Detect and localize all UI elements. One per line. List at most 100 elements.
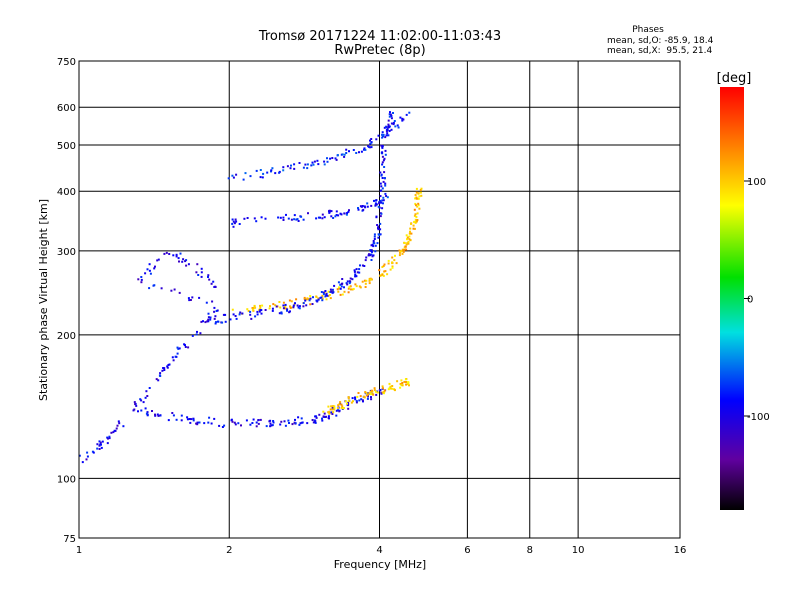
data-point	[367, 395, 369, 398]
data-point	[207, 312, 210, 315]
data-point	[406, 238, 408, 241]
phase-info-title: Phases	[632, 25, 664, 35]
data-point	[340, 285, 343, 288]
data-point	[406, 383, 409, 385]
data-point	[372, 240, 375, 242]
data-point	[399, 251, 401, 254]
data-point	[366, 202, 369, 205]
data-point	[188, 299, 191, 302]
data-point	[321, 417, 323, 420]
data-point	[341, 405, 344, 408]
data-point	[391, 265, 394, 268]
data-point	[347, 287, 350, 290]
data-point	[382, 387, 384, 390]
data-point	[166, 365, 169, 368]
data-point	[373, 242, 376, 245]
data-point	[346, 212, 349, 214]
data-point	[386, 127, 389, 130]
data-point	[365, 391, 368, 394]
data-point	[339, 283, 342, 286]
data-point	[385, 134, 388, 137]
data-point	[386, 196, 389, 199]
data-point	[157, 258, 160, 261]
data-point	[315, 295, 318, 298]
data-point	[304, 299, 307, 302]
data-point	[153, 267, 156, 270]
data-point	[282, 304, 285, 307]
data-point	[313, 160, 316, 163]
data-point	[200, 271, 203, 274]
data-point	[96, 447, 99, 450]
data-point	[298, 305, 301, 308]
data-point	[227, 177, 230, 180]
data-point	[370, 253, 373, 256]
data-point	[133, 401, 136, 404]
data-point	[388, 387, 391, 390]
data-point	[151, 410, 153, 412]
data-point	[270, 169, 273, 172]
data-point	[177, 257, 180, 260]
data-point	[375, 216, 378, 219]
data-points	[78, 111, 423, 464]
data-point	[293, 163, 296, 166]
data-point	[184, 344, 186, 347]
data-point	[384, 153, 387, 156]
data-point	[353, 270, 356, 273]
data-point	[382, 135, 384, 138]
data-point	[299, 422, 302, 425]
data-point	[405, 243, 408, 246]
data-point	[305, 304, 308, 307]
data-point	[246, 308, 249, 311]
data-point	[280, 311, 283, 314]
data-point	[391, 256, 394, 259]
data-point	[415, 204, 417, 207]
data-point	[303, 298, 306, 300]
data-point	[351, 397, 354, 400]
data-point	[231, 218, 234, 221]
data-point	[207, 320, 210, 323]
data-point	[347, 399, 350, 402]
data-point	[348, 209, 350, 212]
x-tick-label: 4	[376, 545, 382, 556]
data-point	[181, 260, 184, 263]
colorbar-ticks: 100 0 -100	[744, 177, 770, 423]
data-point	[308, 299, 311, 302]
data-point	[417, 202, 420, 205]
data-point	[262, 172, 265, 175]
data-point	[293, 167, 296, 170]
data-point	[279, 306, 282, 309]
data-point	[271, 167, 274, 170]
data-point	[146, 395, 149, 397]
data-point	[140, 281, 143, 284]
data-point	[155, 378, 158, 381]
data-point	[284, 305, 287, 308]
data-point	[289, 306, 292, 309]
data-point	[218, 424, 221, 427]
data-point	[382, 159, 385, 162]
data-point	[367, 145, 370, 148]
data-point	[274, 304, 277, 307]
data-point	[345, 282, 348, 285]
data-point	[292, 306, 295, 309]
data-point	[331, 290, 334, 292]
plot-frame	[78, 60, 681, 539]
data-point	[306, 167, 309, 170]
x-tick-label: 16	[674, 545, 687, 556]
y-tick-label: 500	[57, 141, 76, 152]
data-point	[98, 448, 101, 450]
data-point	[265, 425, 268, 428]
data-point	[312, 163, 315, 166]
data-point	[153, 284, 156, 287]
data-point	[343, 290, 346, 293]
data-point	[144, 396, 147, 399]
data-point	[335, 210, 338, 213]
data-point	[148, 269, 151, 272]
data-point	[266, 171, 269, 174]
data-point	[385, 195, 388, 197]
data-point	[330, 411, 333, 414]
data-point	[294, 418, 296, 421]
data-point	[289, 167, 292, 170]
data-point	[163, 252, 166, 255]
data-point	[245, 419, 248, 422]
data-point	[231, 174, 234, 177]
